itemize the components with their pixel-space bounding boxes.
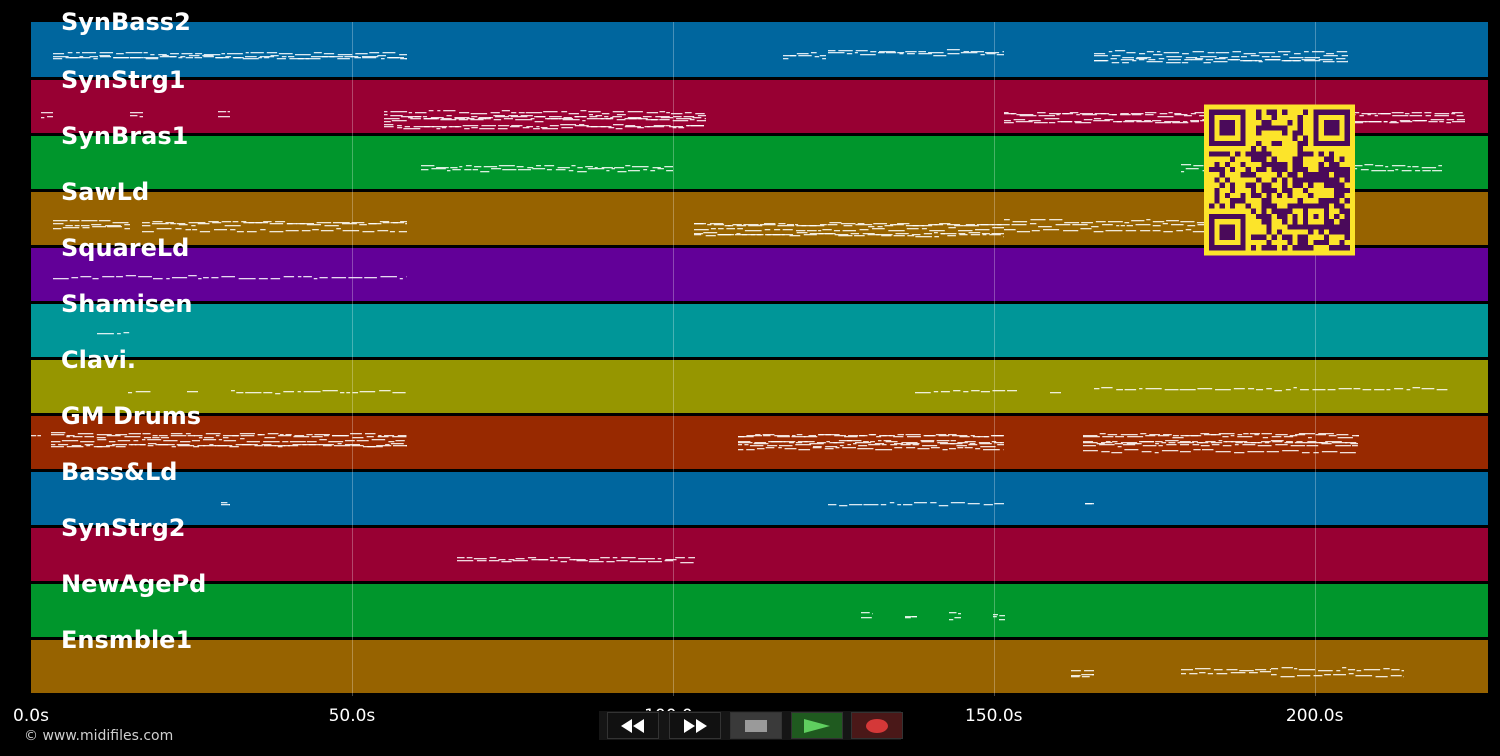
track-name: SynStrg1	[61, 66, 186, 94]
track-name: Shamisen	[61, 290, 193, 318]
note-events	[861, 612, 1005, 621]
time-tick-label: 50.0s	[328, 706, 376, 726]
track-name: NewAgePd	[61, 570, 207, 598]
note-events	[128, 387, 1448, 395]
note-events	[221, 502, 1094, 507]
record-button[interactable]	[851, 712, 903, 739]
track-lane[interactable]: Shamisen	[31, 292, 1488, 357]
time-tick-label: 0.0s	[13, 706, 49, 726]
track-name: Bass&Ld	[61, 458, 178, 486]
track-lane[interactable]: Clavi.	[31, 348, 1488, 413]
record-icon	[866, 718, 888, 733]
track-lane[interactable]: Ensmble1	[31, 628, 1488, 693]
track-lane[interactable]: GM Drums	[31, 404, 1488, 469]
time-tick-label: 150.0s	[965, 706, 1023, 726]
rewind-button[interactable]	[607, 712, 659, 739]
transport-controls	[599, 711, 903, 740]
track-name: Ensmble1	[61, 626, 193, 654]
time-tick-label: 200.0s	[1285, 706, 1344, 726]
track-name: SawLd	[61, 178, 150, 206]
play-icon	[804, 718, 830, 733]
stop-button[interactable]	[730, 712, 782, 739]
note-events	[53, 49, 1348, 64]
track-name: GM Drums	[61, 402, 202, 430]
note-events	[53, 275, 407, 280]
note-events	[31, 432, 1359, 454]
note-events	[97, 332, 130, 335]
track-lane[interactable]: NewAgePd	[31, 572, 1488, 637]
note-events	[1071, 667, 1404, 678]
track-name: SquareLd	[61, 234, 190, 262]
track-lane[interactable]: SynBass2	[31, 10, 1488, 77]
qr-code	[1204, 104, 1355, 256]
rewind-icon	[621, 718, 644, 733]
note-events	[457, 557, 695, 564]
track-name: SynBass2	[61, 8, 191, 36]
fast-forward-icon	[684, 718, 707, 733]
fast-forward-button[interactable]	[669, 712, 721, 739]
track-lane[interactable]: Bass&Ld	[31, 460, 1488, 525]
track-lane[interactable]: SynStrg2	[31, 516, 1488, 581]
play-button[interactable]	[791, 712, 843, 739]
copyright-text: © www.midifiles.com	[24, 728, 174, 744]
track-name: Clavi.	[61, 346, 137, 374]
track-name: SynStrg2	[61, 514, 186, 542]
stop-icon	[745, 719, 767, 732]
track-name: SynBras1	[61, 122, 189, 150]
